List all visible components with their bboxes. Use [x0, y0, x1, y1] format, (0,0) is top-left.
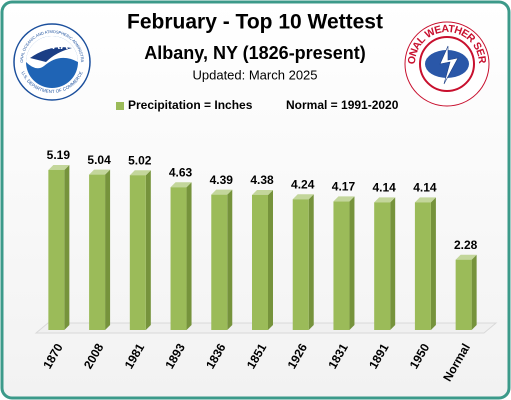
- legend-label: Precipitation = Inches: [128, 98, 253, 112]
- bar: [129, 175, 146, 330]
- data-label: 4.24: [291, 177, 315, 191]
- data-label: 2.28: [454, 238, 478, 252]
- legend-swatch: [116, 102, 124, 110]
- data-label: 4.63: [169, 165, 193, 179]
- bar-side: [227, 189, 233, 330]
- bar: [292, 199, 309, 330]
- bar-side: [105, 169, 111, 330]
- bar-top: [455, 254, 477, 260]
- bar-side: [64, 164, 70, 330]
- chart-note: Updated: March 2025: [192, 67, 317, 82]
- data-label: 4.38: [250, 173, 274, 187]
- bar-top: [333, 196, 355, 202]
- bar: [211, 194, 228, 330]
- bar-top: [89, 169, 111, 175]
- data-label: 5.02: [128, 153, 152, 167]
- legend-label: Normal = 1991-2020: [286, 98, 399, 112]
- chart-title: February - Top 10 Wettest: [127, 11, 383, 34]
- bar-top: [170, 182, 192, 188]
- bar-top: [129, 170, 151, 176]
- chart-subtitle: Albany, NY (1826-present): [144, 43, 365, 63]
- noaa-text: NOAA: [36, 40, 68, 52]
- bar-side: [430, 197, 436, 330]
- bar-top: [374, 197, 396, 203]
- data-label: 5.04: [87, 153, 111, 167]
- bar: [48, 169, 65, 330]
- bar: [455, 259, 472, 330]
- bar-top: [292, 194, 314, 200]
- data-label: 4.17: [332, 180, 356, 194]
- data-label: 5.19: [47, 148, 71, 162]
- bar-top: [48, 164, 70, 170]
- data-label: 4.39: [210, 173, 234, 187]
- bar-side: [349, 196, 355, 330]
- bar: [89, 174, 106, 330]
- bar-side: [268, 189, 273, 330]
- bar-side: [186, 182, 192, 330]
- bar: [252, 194, 268, 330]
- data-label: 4.14: [373, 181, 397, 195]
- bar: [374, 202, 391, 330]
- bar: [414, 202, 431, 330]
- data-label: 4.14: [413, 181, 437, 195]
- bar-top: [211, 189, 233, 195]
- bar: [333, 201, 350, 330]
- bar-side: [308, 194, 314, 330]
- bar-top: [252, 189, 273, 195]
- bar: [170, 187, 187, 330]
- bar-side: [145, 170, 151, 330]
- bar-side: [471, 254, 477, 330]
- bar-side: [390, 197, 396, 330]
- bar-top: [414, 197, 436, 203]
